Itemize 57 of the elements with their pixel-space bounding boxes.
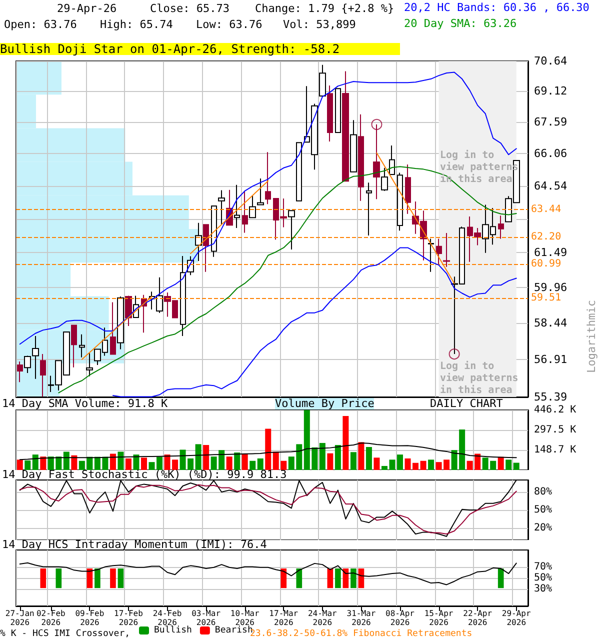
text: 29-Apr-26 [57, 2, 117, 15]
y-tick-label: 20% [534, 522, 552, 534]
text: Open: 63.76 [4, 18, 77, 31]
text: 20 Day SMA: 63.26 [404, 17, 517, 30]
x-tick-label: 24-Mar 2026 [308, 609, 338, 627]
x-tick-label: 17-Feb 2026 [114, 609, 144, 627]
ref-line-label: 63.44 [531, 204, 562, 216]
y-tick-label: 80% [534, 486, 552, 498]
y-tick-label: 70.64 [534, 54, 568, 68]
y-tick-label: 55.39 [534, 390, 568, 404]
y-tick-label: 148.7 K [534, 444, 576, 456]
x-tick-label: 31-Mar 2026 [346, 609, 376, 627]
x-tick-label: 03-Mar 2026 [192, 609, 221, 627]
y-tick-label: 50% [534, 572, 552, 584]
x-tick-label: 24-Feb 2026 [152, 609, 182, 627]
y-tick-label: 61.49 [534, 246, 568, 260]
annotation: Log in to view patterns in this area [440, 361, 520, 397]
x-tick-label: 09-Feb 2026 [75, 609, 104, 627]
ref-line-label: 59.51 [531, 292, 562, 304]
y-axis-title: Logarithmic [585, 300, 598, 373]
x-tick-label: 02-Feb 2026 [36, 609, 66, 627]
y-tick-label: 64.54 [534, 179, 568, 192]
y-tick-label: 446.2 K [534, 404, 576, 416]
y-tick-label: 67.59 [534, 115, 568, 128]
y-tick-label: 59.96 [534, 280, 568, 294]
annotation: Volume By Price [275, 397, 374, 410]
x-tick-label: 10-Mar 2026 [230, 609, 260, 627]
text: 23.6-38.2-50-61.8% Fibonacci Retracements [250, 629, 472, 640]
text: High: 65.74 [100, 18, 173, 31]
text: Vol: 53,899 [283, 18, 356, 31]
y-tick-label: 30% [534, 584, 552, 595]
x-tick-label: 08-Apr 2026 [386, 609, 415, 627]
x-tick-label: 29-Apr 2026 [502, 609, 531, 627]
y-tick-label: 297.5 K [534, 424, 576, 436]
x-tick-label: 27-Jan 2026 [5, 609, 35, 627]
annotation: DAILY CHART [430, 397, 503, 410]
text: Close: 65.73 [150, 2, 230, 15]
text: Change: 1.79 {+2.8 %} [255, 2, 394, 15]
legend-label: Bullish [154, 626, 192, 636]
text: Bullish Doji Star on 01-Apr-26, Strength: -58.2 [0, 42, 400, 56]
y-tick-label: 70% [534, 561, 552, 572]
y-tick-label: 69.12 [534, 84, 568, 98]
chart-title: 14 Day HCS Intraday Momentum (IMI): 76.4 [2, 538, 267, 551]
ref-line-label: 60.99 [531, 258, 562, 270]
ref-line-label: 62.20 [531, 231, 562, 242]
x-tick-label: 17-Mar 2026 [269, 609, 298, 627]
x-tick-label: 15-Apr 2026 [424, 609, 454, 627]
y-tick-label: 66.06 [534, 147, 568, 160]
x-tick-label: 22-Apr 2026 [463, 609, 492, 627]
text: Low: 63.76 [196, 18, 262, 31]
text: % K - HCS IMI Crossover, [0, 628, 130, 640]
y-tick-label: 50% [534, 504, 552, 516]
text: 20,2 HC Bands: 60.36 , 66.30 [404, 1, 590, 14]
chart-title: 14 Day Fast Stochastic (%K) (%D): 99.9 81.3 [2, 468, 287, 481]
y-tick-label: 58.44 [534, 316, 568, 330]
y-tick-label: 56.91 [534, 353, 568, 366]
chart-title: 14 Day SMA Volume: 91.8 K [2, 397, 168, 410]
